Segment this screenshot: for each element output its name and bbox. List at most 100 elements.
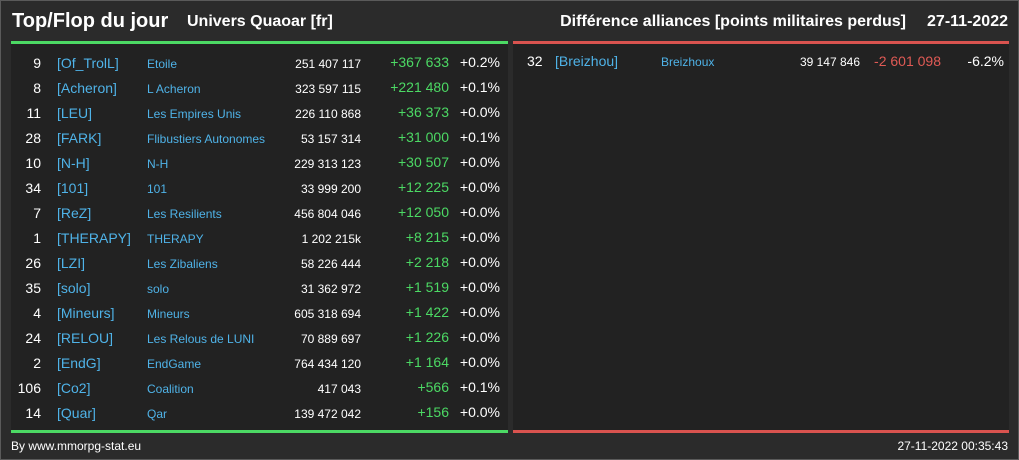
table-row: 4 [Mineurs] Mineurs 605 318 694 +1 422 +0.0% xyxy=(11,300,508,325)
metric-label: Différence alliances [points militaires … xyxy=(560,13,906,30)
percent-cell: +0.0% xyxy=(459,154,500,170)
alliance-name-link[interactable]: Les Zibaliens xyxy=(147,257,218,271)
percent-cell: +0.0% xyxy=(459,404,500,420)
alliance-tag-link[interactable]: [EndG] xyxy=(57,355,101,371)
alliance-tag-link[interactable]: [Breizhou] xyxy=(555,53,619,69)
table-row: 2 [EndG] EndGame 764 434 120 +1 164 +0.0% xyxy=(11,350,508,375)
flop-panel-bottom-bar xyxy=(513,430,1009,433)
alliance-name-link[interactable]: Coalition xyxy=(147,382,194,396)
alliance-name-link[interactable]: THERAPY xyxy=(147,232,204,246)
flop-panel-top-bar xyxy=(513,41,1009,44)
points-cell: 139 472 042 xyxy=(294,407,361,421)
alliance-tag-link[interactable]: [LZI] xyxy=(57,255,86,271)
rank-cell: 28 xyxy=(25,130,41,146)
alliance-name-link[interactable]: Les Empires Unis xyxy=(147,107,242,121)
footer-timestamp: 27-11-2022 00:35:43 xyxy=(897,439,1008,453)
table-row: 8 [Acheron] L Acheron 323 597 115 +221 480 +0… xyxy=(11,75,508,100)
alliance-tag-link[interactable]: [Co2] xyxy=(57,380,91,396)
percent-cell: +0.1% xyxy=(459,79,500,95)
alliance-name-link[interactable]: Les Resilients xyxy=(147,207,222,221)
top-panel: 9 [Of_TrolL] Etoile 251 407 117 +367 633 +0.2… xyxy=(11,41,508,433)
table-row: 32 [Breizhou] Breizhoux 39 147 846 -2 601 09… xyxy=(513,51,1009,76)
alliance-name-link[interactable]: Etoile xyxy=(147,57,178,71)
rank-cell: 106 xyxy=(17,380,41,396)
percent-cell: +0.0% xyxy=(459,279,500,295)
rank-cell: 34 xyxy=(25,180,41,196)
alliance-tag-link[interactable]: [solo] xyxy=(57,280,91,296)
alliance-name-link[interactable]: N-H xyxy=(147,157,169,171)
rank-cell: 7 xyxy=(33,205,41,221)
diff-cell: +1 164 xyxy=(405,354,449,370)
alliance-name-link[interactable]: EndGame xyxy=(147,357,202,371)
points-cell: 39 147 846 xyxy=(799,55,860,69)
alliance-tag-link[interactable]: [Of_TrolL] xyxy=(57,55,119,71)
points-cell: 58 226 444 xyxy=(300,257,361,271)
top-panel-top-bar xyxy=(11,41,508,44)
rank-cell: 9 xyxy=(33,55,41,71)
diff-cell: +221 480 xyxy=(390,79,449,95)
alliance-tag-link[interactable]: [N-H] xyxy=(57,155,90,171)
percent-cell: +0.0% xyxy=(459,204,500,220)
percent-cell: +0.0% xyxy=(459,104,500,120)
points-cell: 226 110 868 xyxy=(295,107,361,121)
rank-cell: 1 xyxy=(33,230,41,246)
alliance-name-link[interactable]: Mineurs xyxy=(147,307,190,321)
alliance-tag-link[interactable]: [Acheron] xyxy=(57,80,117,96)
percent-cell: +0.0% xyxy=(459,254,500,270)
table-row: 10 [N-H] N-H 229 313 123 +30 507 +0.0% xyxy=(11,150,508,175)
diff-cell: +1 422 xyxy=(405,304,449,320)
table-row: 7 [ReZ] Les Resilients 456 804 046 +12 050 +0… xyxy=(11,200,508,225)
table-row: 34 [101] 101 33 999 200 +12 225 +0.0% xyxy=(11,175,508,200)
alliance-name-link[interactable]: Les Relous de LUNI xyxy=(147,332,255,346)
alliance-name-link[interactable]: Flibustiers Autonomes xyxy=(147,132,266,146)
percent-cell: +0.2% xyxy=(459,54,500,70)
alliance-name-link[interactable]: Qar xyxy=(147,407,168,421)
rank-cell: 4 xyxy=(33,305,41,321)
points-cell: 251 407 117 xyxy=(295,57,361,71)
points-cell: 764 434 120 xyxy=(294,357,361,371)
alliance-tag-link[interactable]: [101] xyxy=(57,180,89,196)
points-cell: 456 804 046 xyxy=(294,207,361,221)
rank-cell: 32 xyxy=(527,53,543,69)
alliance-name-link[interactable]: solo xyxy=(147,282,170,296)
diff-cell: +8 215 xyxy=(405,229,449,245)
percent-cell: -6.2% xyxy=(967,53,1004,69)
alliance-name-link[interactable]: Breizhoux xyxy=(661,55,715,69)
alliance-tag-link[interactable]: [Quar] xyxy=(57,405,96,421)
diff-cell: +12 050 xyxy=(398,204,449,220)
diff-cell: +1 519 xyxy=(405,279,449,295)
table-row: 9 [Of_TrolL] Etoile 251 407 117 +367 633 +0.2… xyxy=(11,50,508,75)
points-cell: 605 318 694 xyxy=(294,307,361,321)
rank-cell: 24 xyxy=(25,330,41,346)
rank-cell: 35 xyxy=(25,280,41,296)
points-cell: 70 889 697 xyxy=(300,332,361,346)
percent-cell: +0.0% xyxy=(459,304,500,320)
table-row: 24 [RELOU] Les Relous de LUNI 70 889 697 +1 … xyxy=(11,325,508,350)
alliance-name-link[interactable]: L Acheron xyxy=(147,82,201,96)
alliance-tag-link[interactable]: [THERAPY] xyxy=(57,230,131,246)
percent-cell: +0.0% xyxy=(459,229,500,245)
header-date: 27-11-2022 xyxy=(927,13,1008,30)
table-row: 14 [Quar] Qar 139 472 042 +156 +0.0% xyxy=(11,400,508,425)
percent-cell: +0.0% xyxy=(459,354,500,370)
diff-cell: +1 226 xyxy=(405,329,449,345)
percent-cell: +0.0% xyxy=(459,179,500,195)
rank-cell: 8 xyxy=(33,80,41,96)
table-row: 26 [LZI] Les Zibaliens 58 226 444 +2 218 +0.0… xyxy=(11,250,508,275)
diff-cell: +2 218 xyxy=(405,254,449,270)
alliance-tag-link[interactable]: [FARK] xyxy=(57,130,102,146)
alliance-tag-link[interactable]: [LEU] xyxy=(57,105,93,121)
top-panel-bottom-bar xyxy=(11,430,508,433)
diff-cell: +367 633 xyxy=(390,54,449,70)
page-title: Top/Flop du jour xyxy=(12,10,169,32)
percent-cell: +0.1% xyxy=(459,129,500,145)
footer-credit[interactable]: By www.mmorpg-stat.eu xyxy=(11,439,142,453)
percent-cell: +0.0% xyxy=(459,329,500,345)
alliance-tag-link[interactable]: [ReZ] xyxy=(57,205,92,221)
alliance-tag-link[interactable]: [RELOU] xyxy=(57,330,114,346)
points-cell: 323 597 115 xyxy=(295,82,361,96)
table-row: 1 [THERAPY] THERAPY 1 202 215k +8 215 +0.0% xyxy=(11,225,508,250)
alliance-tag-link[interactable]: [Mineurs] xyxy=(57,305,115,321)
alliance-name-link[interactable]: 101 xyxy=(147,182,168,196)
